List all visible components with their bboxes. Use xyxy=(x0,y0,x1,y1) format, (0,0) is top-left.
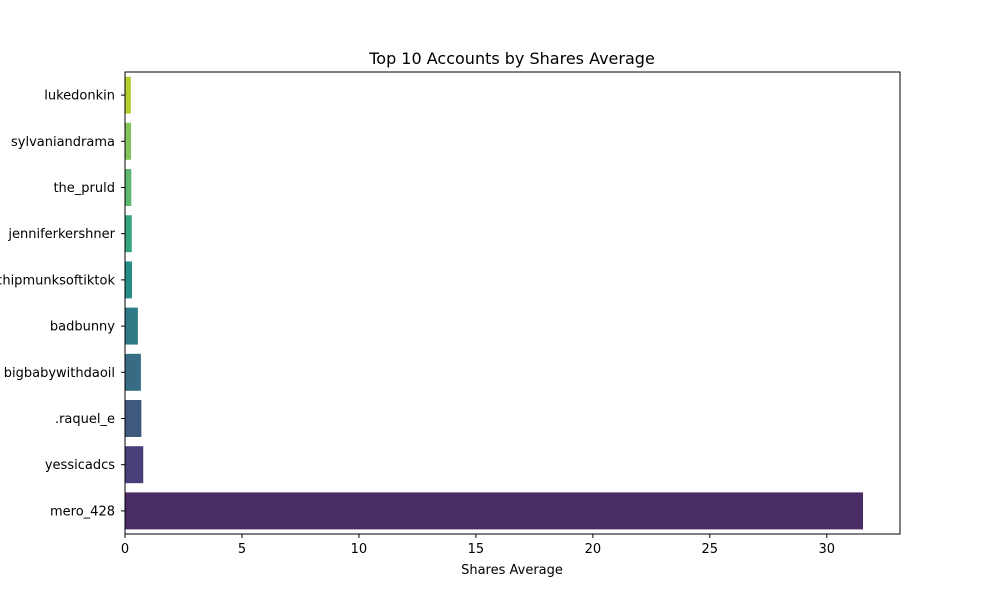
x-tick-label: 5 xyxy=(238,542,246,557)
y-tick-label: .raquel_e xyxy=(55,412,115,427)
y-tick-label: yessicadcs xyxy=(45,458,115,473)
y-tick-label: chipmunksoftiktok xyxy=(0,273,115,288)
y-tick-label: bigbabywithdaoil xyxy=(4,366,115,381)
x-axis: 0 5 10 15 20 25 30 xyxy=(121,534,835,557)
bar-0 xyxy=(125,76,131,114)
x-tick-label: 15 xyxy=(468,542,485,557)
x-tick-label: 10 xyxy=(351,542,368,557)
x-tick-label: 30 xyxy=(819,542,836,557)
chart-title: Top 10 Accounts by Shares Average xyxy=(368,49,655,68)
bar-7 xyxy=(125,400,142,437)
bars-layer xyxy=(125,76,864,530)
y-tick-label: badbunny xyxy=(50,320,115,335)
bar-5 xyxy=(125,307,138,345)
y-axis: lukedonkin sylvaniandrama the_pruldjennife… xyxy=(0,89,125,519)
bar-9 xyxy=(125,492,864,530)
y-tick-label: the_pruld xyxy=(53,181,115,196)
bar-2 xyxy=(125,169,132,206)
y-tick-label: sylvaniandrama xyxy=(11,135,115,150)
x-axis-label: Shares Average xyxy=(461,563,563,578)
x-tick-label: 20 xyxy=(585,542,602,557)
x-tick-label: 25 xyxy=(702,542,719,557)
bar-1 xyxy=(125,122,132,160)
bar-4 xyxy=(125,261,133,299)
bar-3 xyxy=(125,215,132,253)
y-tick-label: mero_428 xyxy=(50,504,115,519)
y-tick-label: jenniferkershner xyxy=(7,227,115,242)
plot-area-frame xyxy=(124,71,901,535)
bar-6 xyxy=(125,353,141,391)
x-tick-label: 0 xyxy=(121,542,129,557)
bar-8 xyxy=(125,446,144,484)
y-tick-label: lukedonkin xyxy=(44,89,115,104)
